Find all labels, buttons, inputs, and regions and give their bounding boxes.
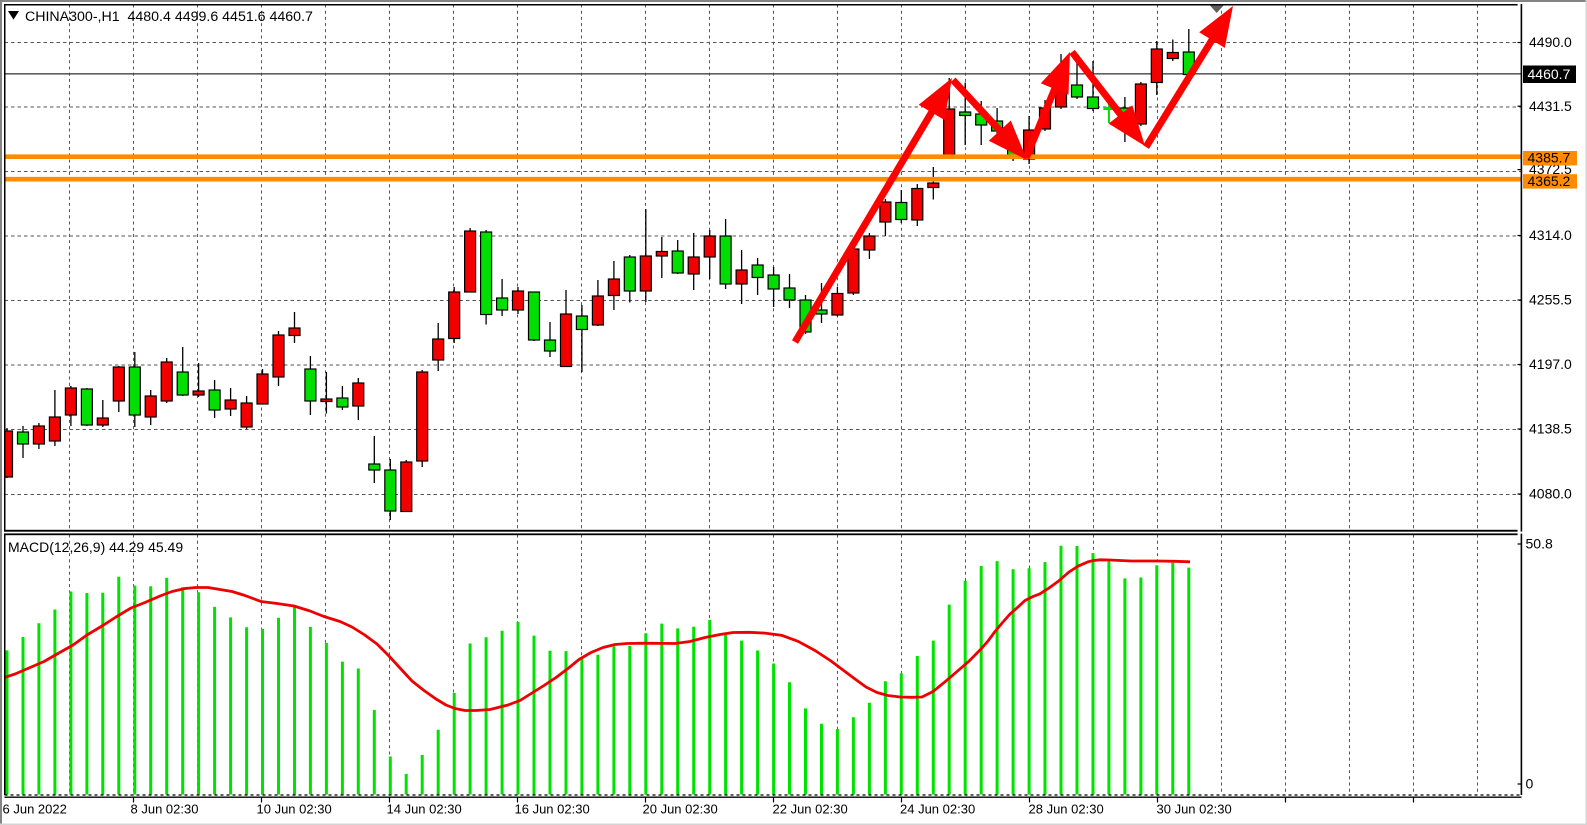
- svg-text:22 Jun 02:30: 22 Jun 02:30: [773, 802, 848, 817]
- svg-text:CHINA300-,H1 4480.4 4499.6 44: CHINA300-,H1 4480.4 4499.6 4451.6 4460.7: [25, 9, 313, 25]
- svg-text:24 Jun 02:30: 24 Jun 02:30: [900, 802, 975, 817]
- svg-text:4255.5: 4255.5: [1529, 292, 1572, 308]
- svg-text:28 Jun 02:30: 28 Jun 02:30: [1029, 802, 1104, 817]
- svg-text:20 Jun 02:30: 20 Jun 02:30: [643, 802, 718, 817]
- svg-text:4460.7: 4460.7: [1528, 66, 1571, 82]
- svg-text:16 Jun 02:30: 16 Jun 02:30: [515, 802, 590, 817]
- svg-text:14 Jun 02:30: 14 Jun 02:30: [387, 802, 462, 817]
- svg-text:4197.0: 4197.0: [1529, 356, 1572, 372]
- svg-text:4314.0: 4314.0: [1529, 227, 1572, 243]
- svg-text:30 Jun 02:30: 30 Jun 02:30: [1157, 802, 1232, 817]
- svg-text:4138.5: 4138.5: [1529, 421, 1572, 437]
- svg-text:MACD(12,26,9) 44.29 45.49: MACD(12,26,9) 44.29 45.49: [8, 539, 183, 555]
- svg-text:6 Jun 2022: 6 Jun 2022: [3, 802, 67, 817]
- svg-text:0: 0: [1526, 776, 1534, 792]
- svg-text:4490.0: 4490.0: [1529, 34, 1572, 50]
- svg-text:4365.2: 4365.2: [1528, 173, 1571, 189]
- svg-text:50.8: 50.8: [1526, 536, 1553, 552]
- svg-text:4080.0: 4080.0: [1529, 486, 1572, 502]
- svg-text:8 Jun 02:30: 8 Jun 02:30: [131, 802, 199, 817]
- svg-text:4431.5: 4431.5: [1529, 98, 1572, 114]
- svg-text:10 Jun 02:30: 10 Jun 02:30: [257, 802, 332, 817]
- svg-text:4385.7: 4385.7: [1528, 150, 1571, 166]
